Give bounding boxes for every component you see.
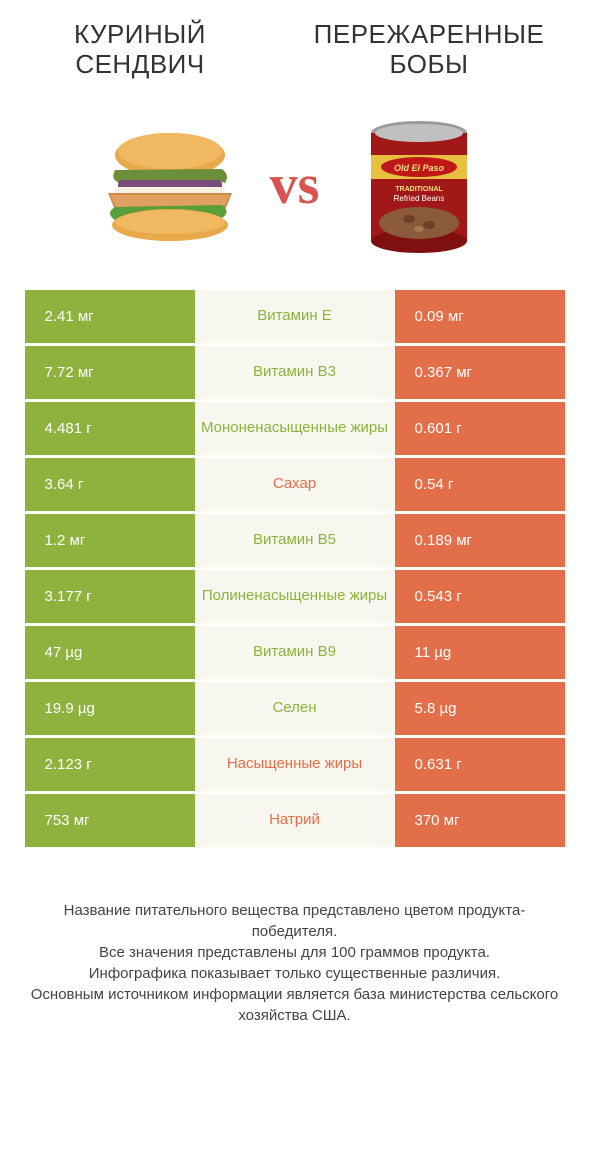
table-row: 3.64 гСахар0.54 г [25,458,565,514]
cell-nutrient-label: Селен [195,682,395,735]
cell-right-value: 0.601 г [395,402,565,455]
vs-label: vs [270,153,320,217]
cell-right-value: 0.54 г [395,458,565,511]
cell-nutrient-label: Мононенасыщенные жиры [195,402,395,455]
cell-left-value: 2.41 мг [25,290,195,343]
cell-right-value: 0.09 мг [395,290,565,343]
images-row: vs Old El Paso TRADITIONAL Refried Beans [0,90,589,290]
cell-nutrient-label: Сахар [195,458,395,511]
cell-left-value: 753 мг [25,794,195,847]
cell-nutrient-label: Насыщенные жиры [195,738,395,791]
footer-line: Основным источником информации является … [25,984,565,1026]
title-right: ПЕРЕЖАРЕННЫЕ БОБЫ [299,20,559,80]
table-row: 3.177 гПолиненасыщенные жиры0.543 г [25,570,565,626]
cell-left-value: 47 µg [25,626,195,679]
cell-left-value: 1.2 мг [25,514,195,567]
table-row: 1.2 мгВитамин B50.189 мг [25,514,565,570]
cell-right-value: 5.8 µg [395,682,565,735]
footer-line: Инфографика показывает только существенн… [25,963,565,984]
cell-right-value: 370 мг [395,794,565,847]
cell-nutrient-label: Витамин B3 [195,346,395,399]
cell-right-value: 11 µg [395,626,565,679]
can-image: Old El Paso TRADITIONAL Refried Beans [339,120,499,250]
svg-text:Refried Beans: Refried Beans [394,194,445,203]
cell-left-value: 19.9 µg [25,682,195,735]
cell-left-value: 2.123 г [25,738,195,791]
table-row: 19.9 µgСелен5.8 µg [25,682,565,738]
table-row: 2.41 мгВитамин E0.09 мг [25,290,565,346]
footer-line: Название питательного вещества представл… [25,900,565,942]
cell-nutrient-label: Полиненасыщенные жиры [195,570,395,623]
footer-line: Все значения представлены для 100 граммо… [25,942,565,963]
cell-left-value: 7.72 мг [25,346,195,399]
title-left: КУРИНЫЙ СЕНДВИЧ [30,20,250,80]
cell-left-value: 4.481 г [25,402,195,455]
table-row: 7.72 мгВитамин B30.367 мг [25,346,565,402]
table-row: 47 µgВитамин B911 µg [25,626,565,682]
cell-left-value: 3.177 г [25,570,195,623]
table-row: 2.123 гНасыщенные жиры0.631 г [25,738,565,794]
cell-nutrient-label: Натрий [195,794,395,847]
cell-nutrient-label: Витамин E [195,290,395,343]
cell-right-value: 0.543 г [395,570,565,623]
table-row: 753 мгНатрий370 мг [25,794,565,850]
cell-nutrient-label: Витамин B9 [195,626,395,679]
svg-text:TRADITIONAL: TRADITIONAL [396,186,444,193]
cell-left-value: 3.64 г [25,458,195,511]
svg-text:Old El Paso: Old El Paso [394,163,445,173]
comparison-table: 2.41 мгВитамин E0.09 мг7.72 мгВитамин B3… [25,290,565,850]
sandwich-image [90,120,250,250]
cell-right-value: 0.189 мг [395,514,565,567]
header: КУРИНЫЙ СЕНДВИЧ ПЕРЕЖАРЕННЫЕ БОБЫ [0,0,589,90]
cell-right-value: 0.367 мг [395,346,565,399]
table-row: 4.481 гМононенасыщенные жиры0.601 г [25,402,565,458]
footer-notes: Название питательного вещества представл… [25,900,565,1026]
cell-right-value: 0.631 г [395,738,565,791]
cell-nutrient-label: Витамин B5 [195,514,395,567]
